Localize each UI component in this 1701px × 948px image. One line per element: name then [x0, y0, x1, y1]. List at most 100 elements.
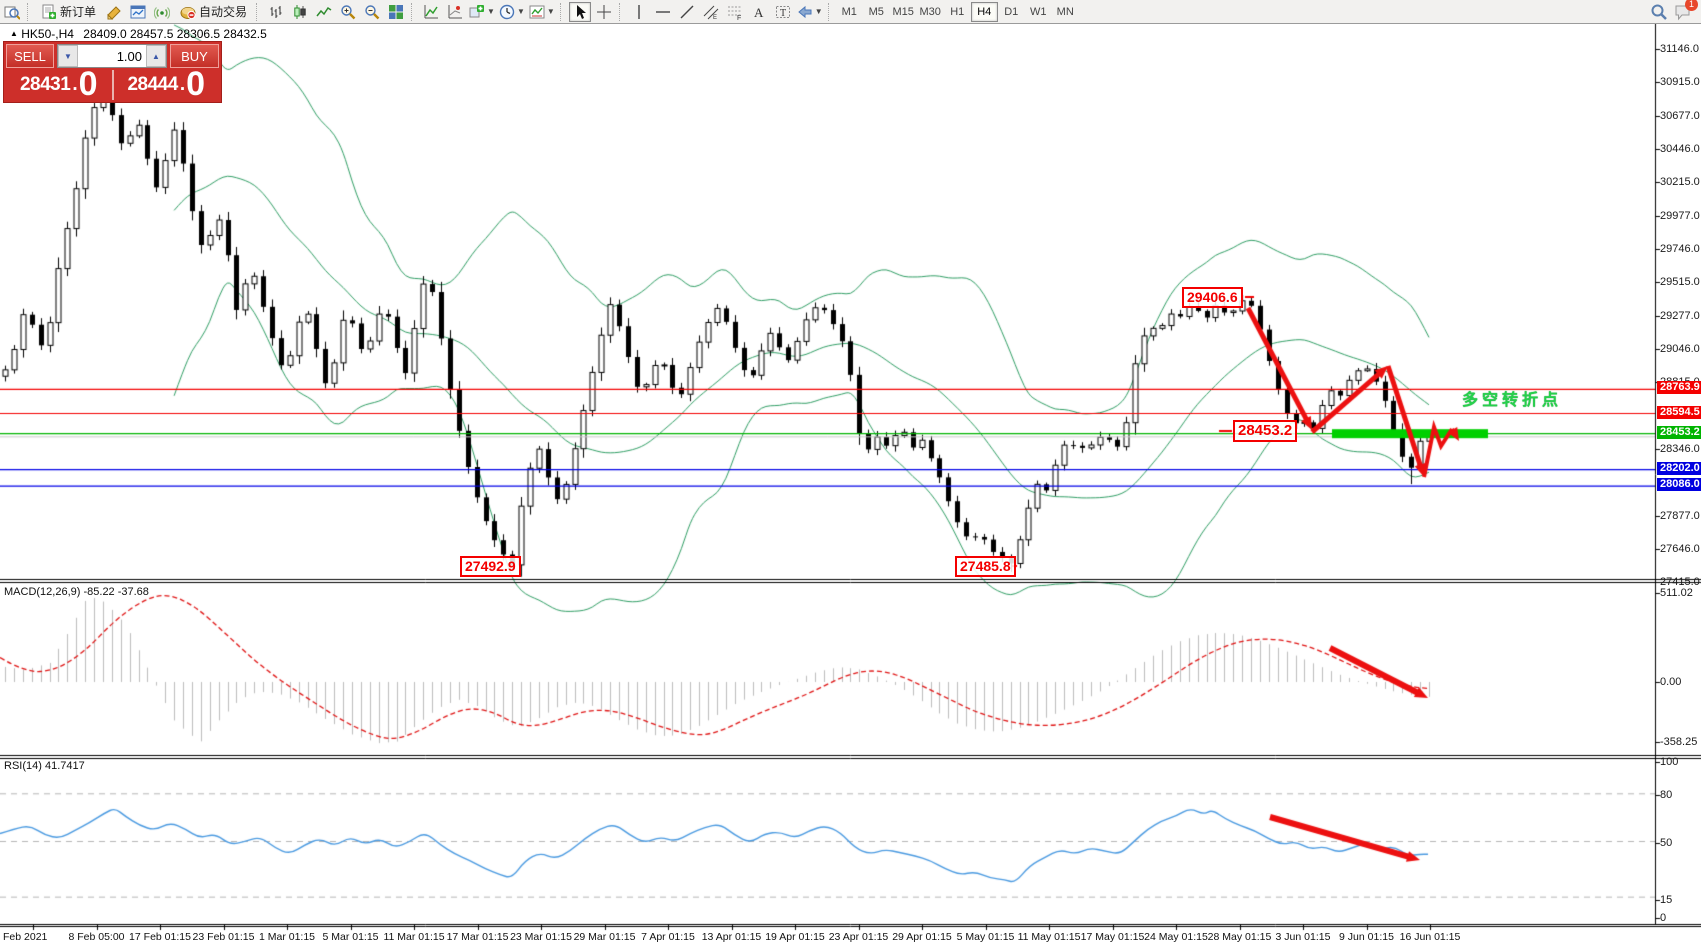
annotation-price-low2[interactable]: 27485.8 [955, 556, 1016, 577]
price-line-label[interactable]: 28202.0 [1657, 461, 1701, 475]
timeframe-m15-button[interactable]: M15 [892, 5, 914, 18]
vline-button[interactable] [628, 2, 650, 22]
zoom-out-button[interactable] [361, 2, 383, 22]
line-chart-icon [316, 4, 332, 20]
one-click-trade-panel: SELL ▼ ▲ BUY 28431.0 28444.0 [3, 41, 222, 103]
fibo-button[interactable]: F [724, 2, 746, 22]
zoom-in-button[interactable] [337, 2, 359, 22]
price-axis-tick: 27646.0 [1660, 543, 1700, 555]
date-axis-label: 23 Apr 01:15 [828, 931, 889, 943]
crayon-button[interactable] [103, 2, 125, 22]
add-object-button[interactable]: ▼ [468, 2, 496, 22]
date-axis-label: 13 Apr 01:15 [701, 931, 762, 943]
volume-up-button[interactable]: ▲ [146, 45, 166, 67]
date-axis-label: 24 May 01:15 [1144, 931, 1208, 943]
timeframe-h1-button[interactable]: H1 [950, 5, 965, 18]
date-axis-label: Feb 2021 [3, 931, 48, 943]
signal-button[interactable] [151, 2, 173, 22]
price-line-label[interactable]: 28086.0 [1657, 478, 1701, 492]
symbol-period-label: HK50-,H4 [21, 27, 74, 41]
timeframe-m30-button[interactable]: M30 [919, 5, 941, 18]
price-axis-tick: 31146.0 [1660, 43, 1699, 55]
bars-chart-button[interactable] [265, 2, 287, 22]
volume-down-button[interactable]: ▼ [58, 45, 78, 67]
chevron-down-icon: ▼ [814, 7, 823, 16]
timeframe-mn-button[interactable]: MN [1056, 5, 1074, 18]
macd-axis-tick: 511.02 [1660, 587, 1693, 599]
chevron-down-icon: ▼ [516, 7, 525, 16]
cursor-icon [572, 4, 588, 20]
price-line-label[interactable]: 28763.9 [1657, 381, 1701, 395]
buy-price-dot: . [179, 74, 186, 95]
indicator-mark-button[interactable] [444, 2, 466, 22]
channel-button[interactable]: E [700, 2, 722, 22]
svg-text:F: F [737, 15, 741, 20]
macd-title: MACD(12,26,9) -85.22 -37.68 [4, 586, 149, 598]
annotation-cn-text[interactable]: 多空转折点 [1462, 392, 1563, 409]
sell-button[interactable]: SELL [6, 44, 54, 68]
candle-chart-icon [292, 4, 308, 20]
volume-input[interactable] [78, 45, 146, 67]
date-axis-label: 23 Mar 01:15 [510, 931, 572, 943]
date-axis-label: 17 Feb 01:15 [129, 931, 191, 943]
line-chart-button[interactable] [313, 2, 335, 22]
indicator-button[interactable] [420, 2, 442, 22]
timeframe-h4-button[interactable]: H4 [970, 1, 998, 22]
date-axis-label: 16 Jun 01:15 [1399, 931, 1461, 943]
main-toolbar: 新订单 自动交易 ▼ ▼ ▼ E F A T ▼ M1 M5 M15 M30 H1 H4 D1 W1 MN 1 [0, 0, 1701, 24]
template-button[interactable]: ▼ [528, 2, 556, 22]
clock-button[interactable]: ▼ [498, 2, 526, 22]
price-axis-tick: 30215.0 [1660, 176, 1700, 188]
bars-chart-icon [268, 4, 284, 20]
tile-windows-button[interactable] [385, 2, 407, 22]
date-axis-label: 7 Apr 01:15 [641, 931, 695, 943]
sell-price-big: 0 [78, 65, 98, 104]
autotrade-button[interactable]: 自动交易 [175, 2, 252, 22]
date-axis-label: 5 Mar 01:15 [322, 931, 379, 943]
sell-price[interactable]: 28431. 0 [6, 65, 114, 104]
text-button[interactable]: A [748, 2, 770, 22]
macd-axis-tick: -358.25 [1660, 736, 1698, 748]
trendline-icon [679, 4, 695, 20]
indicator-icon [423, 4, 439, 20]
timeframe-d1-button[interactable]: D1 [1004, 5, 1019, 18]
crosshair-button[interactable] [593, 2, 615, 22]
timeframe-m1-button[interactable]: M1 [841, 5, 857, 18]
price-line-label[interactable]: 28453.2 [1657, 425, 1701, 439]
new-order-button[interactable]: 新订单 [36, 2, 101, 22]
chart-window-button[interactable] [127, 2, 149, 22]
chart-window-icon [130, 4, 146, 20]
chart-header: ▲ HK50-,H4 28409.0 28457.5 28306.5 28432… [10, 27, 267, 41]
chart-search-button[interactable] [1, 2, 23, 22]
text-label-button[interactable]: T [772, 2, 794, 22]
date-axis-label: 8 Feb 05:00 [68, 931, 125, 943]
cursor-button[interactable] [568, 1, 591, 22]
rsi-axis-tick: 15 [1660, 894, 1673, 906]
price-axis-tick: 27415.0 [1660, 576, 1700, 588]
chevron-down-icon: ▼ [487, 7, 495, 16]
price-line-label[interactable]: 28594.5 [1657, 405, 1701, 419]
candle-chart-button[interactable] [289, 2, 311, 22]
price-axis-tick: 29746.0 [1660, 243, 1700, 255]
price-axis-tick: 30915.0 [1660, 76, 1700, 88]
date-axis-label: 19 Apr 01:15 [765, 931, 825, 943]
timeframe-m5-button[interactable]: M5 [868, 5, 884, 18]
annotation-price-mid[interactable]: 28453.2 [1233, 420, 1298, 442]
price-axis-tick: 30446.0 [1660, 143, 1700, 155]
buy-price[interactable]: 28444. 0 [113, 67, 219, 101]
trendline-button[interactable] [676, 2, 698, 22]
annotation-price-low1[interactable]: 27492.9 [460, 556, 521, 577]
notifications-button[interactable]: 1 [1672, 0, 1698, 22]
shapes-button[interactable]: ▼ [796, 2, 824, 22]
search-button[interactable] [1648, 2, 1670, 22]
buy-button[interactable]: BUY [170, 44, 219, 68]
crayon-icon [106, 4, 122, 20]
hline-button[interactable] [652, 2, 674, 22]
rsi-axis-tick: 100 [1660, 756, 1679, 768]
toolbar-separator [256, 2, 261, 21]
rsi-axis-tick: 50 [1660, 837, 1673, 849]
annotation-price-peak[interactable]: 29406.6 [1182, 287, 1243, 308]
price-axis-tick: 30677.0 [1660, 110, 1700, 122]
timeframe-w1-button[interactable]: W1 [1029, 5, 1047, 18]
